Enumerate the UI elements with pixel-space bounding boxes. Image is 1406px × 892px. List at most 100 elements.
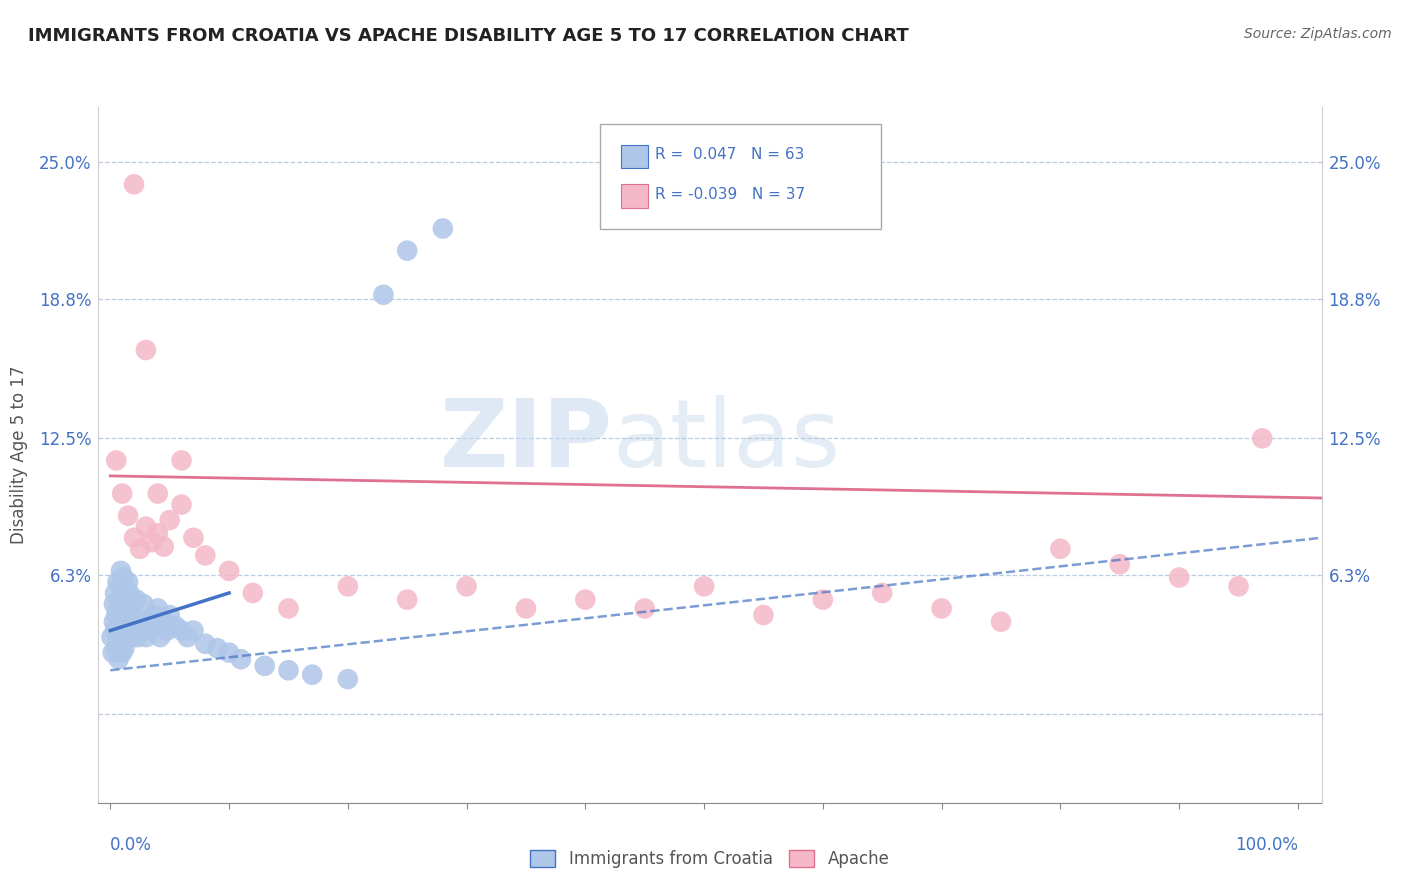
Point	[112, 624, 135, 638]
Point	[156, 624, 179, 638]
Text: atlas: atlas	[612, 395, 841, 487]
Point	[114, 586, 136, 600]
Point	[752, 608, 775, 623]
Point	[115, 624, 138, 638]
Point	[152, 540, 174, 554]
Point	[105, 453, 128, 467]
Text: R = -0.039   N = 37: R = -0.039 N = 37	[655, 186, 806, 202]
Point	[432, 221, 454, 235]
Point	[121, 630, 143, 644]
Point	[301, 667, 323, 681]
Point	[1168, 570, 1191, 584]
Point	[120, 619, 142, 633]
Point	[165, 619, 187, 633]
Y-axis label: Disability Age 5 to 17: Disability Age 5 to 17	[10, 366, 28, 544]
Point	[136, 615, 159, 629]
Point	[336, 672, 359, 686]
Point	[183, 624, 205, 638]
Point	[194, 549, 217, 563]
Point	[229, 652, 252, 666]
Point	[114, 641, 136, 656]
Point	[111, 486, 134, 500]
Point	[170, 624, 193, 638]
Point	[149, 630, 172, 644]
Point	[396, 244, 419, 258]
Point	[141, 535, 163, 549]
Point	[124, 619, 146, 633]
Point	[170, 498, 193, 512]
Point	[125, 592, 148, 607]
Point	[111, 646, 134, 660]
Point	[194, 637, 217, 651]
Point	[931, 601, 953, 615]
Point	[183, 531, 205, 545]
Point	[129, 541, 152, 556]
Point	[127, 630, 149, 644]
Text: 0.0%: 0.0%	[110, 836, 152, 854]
Point	[253, 658, 276, 673]
Point	[129, 624, 152, 638]
Point	[1049, 541, 1071, 556]
Point	[122, 178, 145, 192]
Point	[110, 564, 132, 578]
Legend: Immigrants from Croatia, Apache: Immigrants from Croatia, Apache	[524, 843, 896, 874]
Text: 100.0%: 100.0%	[1234, 836, 1298, 854]
Point	[104, 586, 127, 600]
Point	[112, 570, 135, 584]
Point	[277, 663, 299, 677]
Point	[107, 652, 129, 666]
Point	[118, 586, 141, 600]
Point	[104, 624, 127, 638]
Point	[108, 630, 131, 644]
Point	[373, 287, 395, 301]
Point	[103, 597, 125, 611]
Point	[107, 574, 129, 589]
Point	[142, 608, 165, 623]
Point	[100, 630, 122, 644]
Point	[135, 519, 157, 533]
Point	[105, 641, 128, 656]
Point	[1227, 579, 1250, 593]
Point	[135, 630, 157, 644]
Text: ZIP: ZIP	[439, 395, 612, 487]
Point	[107, 637, 129, 651]
Point	[114, 630, 136, 644]
Point	[205, 641, 228, 656]
Point	[101, 646, 124, 660]
Point	[170, 453, 193, 467]
Point	[117, 574, 139, 589]
Text: Source: ZipAtlas.com: Source: ZipAtlas.com	[1244, 27, 1392, 41]
Point	[145, 619, 167, 633]
FancyBboxPatch shape	[600, 124, 882, 229]
Point	[152, 615, 174, 629]
Point	[122, 608, 145, 623]
Point	[114, 597, 136, 611]
Point	[1108, 558, 1130, 572]
Point	[132, 597, 155, 611]
FancyBboxPatch shape	[620, 185, 648, 208]
Point	[117, 615, 139, 629]
Point	[242, 586, 264, 600]
Point	[159, 513, 181, 527]
Point	[121, 601, 143, 615]
Point	[336, 579, 359, 593]
Point	[110, 619, 132, 633]
Point	[146, 526, 169, 541]
FancyBboxPatch shape	[620, 145, 648, 169]
Point	[146, 486, 169, 500]
Point	[1251, 431, 1274, 445]
Point	[693, 579, 716, 593]
Point	[108, 579, 131, 593]
Point	[135, 343, 157, 357]
Point	[146, 601, 169, 615]
Point	[159, 608, 181, 623]
Point	[129, 615, 152, 629]
Point	[117, 508, 139, 523]
Point	[103, 615, 125, 629]
Point	[176, 630, 198, 644]
Point	[277, 601, 299, 615]
Point	[515, 601, 537, 615]
Point	[111, 592, 134, 607]
Point	[122, 531, 145, 545]
Point	[574, 592, 596, 607]
